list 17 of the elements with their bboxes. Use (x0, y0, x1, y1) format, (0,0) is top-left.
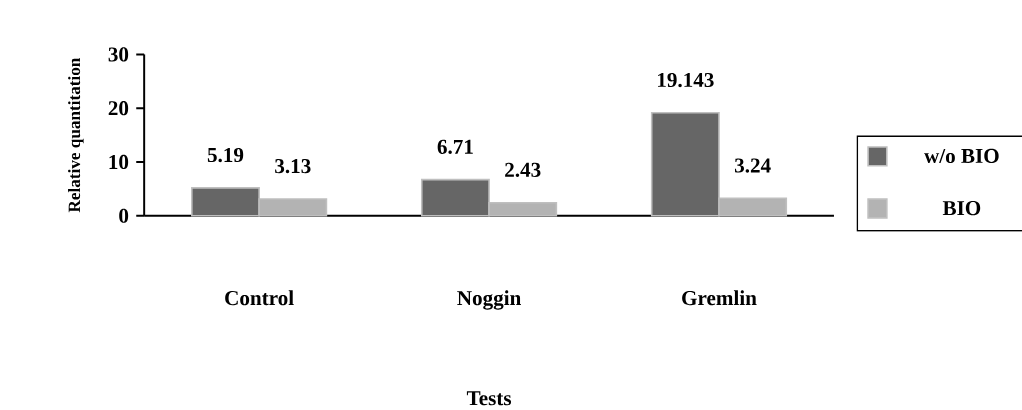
x-tick-label: Control (225, 290, 294, 306)
data-label: 2.43 (505, 162, 541, 178)
y-axis-title: Relative quantitation (68, 58, 84, 213)
y-tick-label: 0 (119, 208, 129, 224)
data-label: 3.13 (275, 159, 311, 174)
y-tick-label: 20 (108, 101, 129, 116)
data-label: 5.19 (207, 148, 244, 163)
x-tick-label: Noggin (457, 290, 522, 310)
data-label: 3.24 (734, 158, 771, 173)
data-label: 6.71 (437, 139, 473, 155)
y-tick-label: 30 (108, 47, 129, 62)
y-tick-label: 10 (109, 155, 129, 170)
text: BIO (942, 201, 981, 216)
data-label: 19.143 (658, 73, 714, 88)
x-axis-title: Tests (466, 391, 512, 406)
x-tick-label: Gremlin (682, 290, 757, 306)
legend-label: w/o BIO (924, 149, 999, 164)
